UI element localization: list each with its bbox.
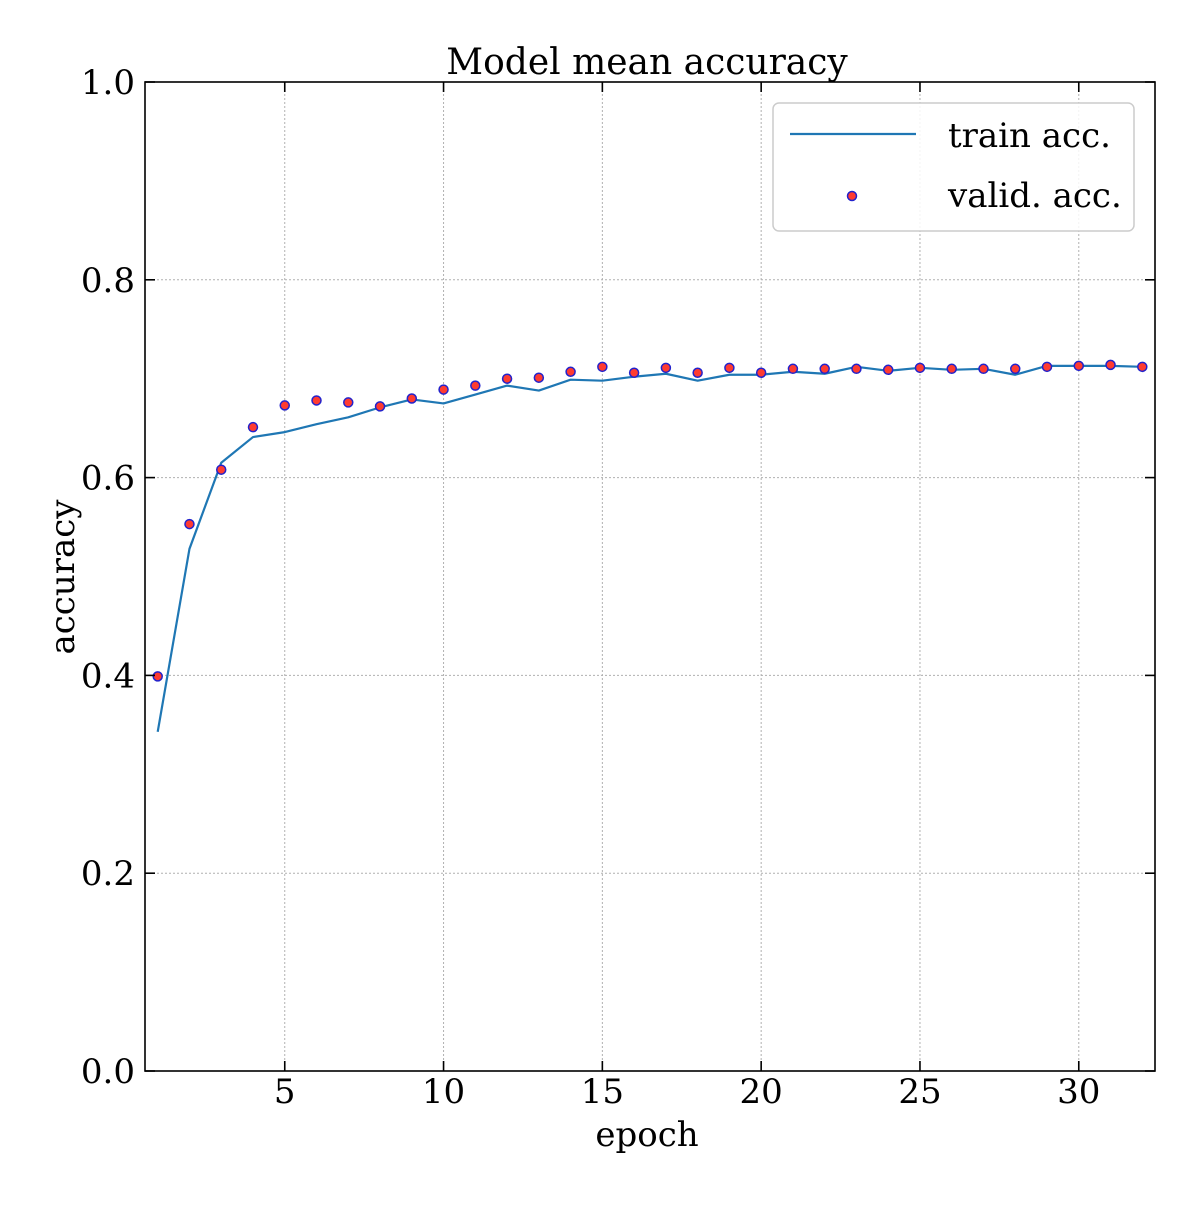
- valid-acc-point-3: [215, 464, 227, 475]
- legend-valid-label: valid. acc.: [947, 176, 1122, 216]
- chart-title: Model mean accuracy: [446, 42, 848, 83]
- valid-acc-point-31: [1105, 359, 1116, 371]
- valid-acc-point-30: [1073, 360, 1085, 372]
- valid-acc-point-15: [597, 361, 608, 373]
- valid-acc-point-12: [501, 373, 513, 384]
- valid-acc-point-23: [851, 363, 862, 375]
- y-tick-label-5: 1.0: [81, 63, 135, 103]
- valid-acc-point-7: [343, 397, 354, 408]
- valid-acc-point-24: [882, 364, 894, 376]
- valid-acc-point-11: [470, 380, 481, 391]
- y-tick-label-4: 0.8: [81, 261, 135, 301]
- legend-valid-swatch: [846, 190, 858, 202]
- valid-acc-point-21: [787, 363, 799, 375]
- x-tick-label-4: 25: [898, 1072, 941, 1112]
- valid-acc-point-5: [279, 400, 290, 411]
- valid-acc-point-18: [692, 367, 703, 379]
- y-axis-label: accuracy: [43, 499, 83, 655]
- legend: train acc. valid. acc.: [772, 102, 1135, 232]
- valid-acc-point-14: [565, 366, 576, 378]
- valid-acc-point-19: [724, 362, 735, 374]
- x-axis-label: epoch: [595, 1115, 698, 1155]
- valid-acc-point-27: [978, 363, 989, 375]
- train-acc-line: [156, 364, 1143, 732]
- y-tick-label-1: 0.2: [81, 854, 135, 894]
- y-tick-label-0: 0.0: [81, 1052, 135, 1092]
- valid-acc-point-17: [660, 362, 672, 374]
- x-tick-label-5: 30: [1057, 1072, 1100, 1112]
- x-tick-label-1: 10: [422, 1072, 465, 1112]
- valid-acc-point-20: [755, 367, 767, 379]
- valid-acc-point-9: [406, 393, 418, 404]
- x-tick-label-2: 15: [581, 1072, 624, 1112]
- valid-acc-point-22: [819, 363, 830, 375]
- valid-acc-point-2: [184, 518, 195, 530]
- x-tick-label-0: 5: [274, 1072, 296, 1112]
- x-tick-label-3: 20: [740, 1072, 783, 1112]
- plot-frame: [144, 81, 1156, 1072]
- valid-acc-point-1: [152, 671, 163, 682]
- valid-acc-point-25: [914, 362, 926, 374]
- valid-acc-point-32: [1137, 361, 1148, 373]
- valid-acc-point-28: [1010, 363, 1021, 375]
- valid-acc-point-4: [247, 421, 259, 433]
- valid-acc-point-10: [438, 384, 449, 395]
- series-layer: [152, 359, 1148, 732]
- y-tick-label-2: 0.4: [81, 656, 135, 696]
- valid-acc-point-8: [374, 401, 386, 412]
- valid-acc-point-26: [946, 363, 957, 375]
- legend-train-label: train acc.: [948, 116, 1111, 156]
- valid-acc-point-6: [311, 395, 322, 406]
- valid-acc-point-16: [628, 367, 640, 379]
- y-tick-label-3: 0.6: [81, 459, 135, 499]
- valid-acc-point-13: [533, 372, 545, 383]
- valid-acc-point-29: [1041, 361, 1053, 373]
- axes-layer: 5 10 15 20 25 30 0.0 0.2 0.4 0.6 0.8 1.0: [81, 63, 1156, 1112]
